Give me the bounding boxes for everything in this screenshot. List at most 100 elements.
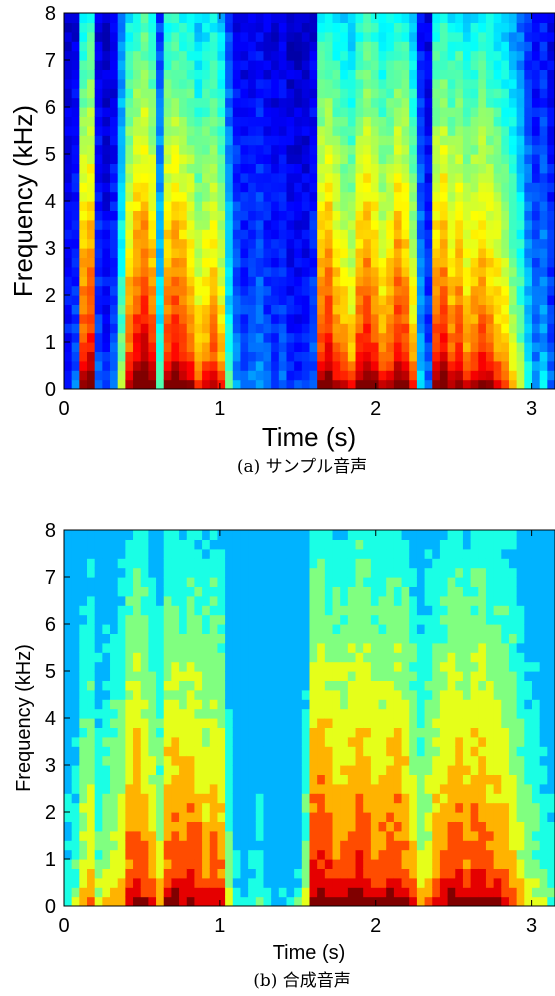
spectrogram-cell [501, 323, 510, 334]
spectrogram-cell [240, 97, 249, 108]
spectrogram-cell [347, 41, 357, 52]
spectrogram-cell [133, 558, 142, 569]
spectrogram-cell [194, 652, 203, 663]
spectrogram-cell [370, 370, 380, 381]
spectrogram-cell [140, 765, 149, 775]
spectrogram-cell [79, 125, 88, 136]
spectrogram-cell [432, 765, 441, 775]
spectrogram-cell [493, 830, 502, 841]
spectrogram-cell [470, 652, 479, 663]
spectrogram-cell [271, 144, 280, 155]
spectrogram-cell [202, 830, 211, 841]
spectrogram-cell [240, 558, 249, 569]
spectrogram-cell [439, 50, 449, 61]
spectrogram-cell [79, 257, 88, 268]
spectrogram-cell [508, 144, 518, 155]
spectrogram-cell [102, 821, 111, 832]
spectrogram-cell [317, 332, 326, 343]
spectrogram-cell [324, 708, 334, 719]
spectrogram-cell [485, 830, 495, 841]
spectrogram-cell [133, 154, 142, 164]
spectrogram-cell [240, 154, 249, 164]
spectrogram-cell [194, 144, 203, 155]
spectrogram-cell [547, 154, 555, 164]
spectrogram-cell [493, 107, 502, 117]
spectrogram-cell [87, 736, 96, 747]
spectrogram-cell [539, 182, 548, 193]
spectrogram-cell [416, 755, 426, 766]
spectrogram-cell [332, 285, 341, 296]
spectrogram-cell [110, 229, 119, 240]
spectrogram-cell [539, 163, 548, 174]
spectrogram-cell [516, 708, 525, 719]
spectrogram-cell [547, 88, 555, 99]
spectrogram-cell [347, 859, 357, 869]
spectrogram-cell [209, 530, 219, 540]
spectrogram-cell [501, 746, 510, 757]
spectrogram-cell [179, 689, 188, 700]
spectrogram-cell [171, 60, 180, 70]
spectrogram-cell [378, 332, 387, 343]
spectrogram-cell [393, 31, 403, 42]
spectrogram-cell [370, 539, 380, 550]
spectrogram-cell [217, 13, 226, 23]
spectrogram-cell [470, 530, 479, 540]
spectrogram-cell [271, 652, 280, 663]
y-tick-label: 5 [45, 144, 56, 166]
spectrogram-cell [547, 379, 555, 389]
spectrogram-cell [386, 633, 395, 644]
spectrogram-cell [409, 605, 418, 616]
spectrogram-cell [493, 116, 502, 127]
spectrogram-cell [409, 849, 418, 860]
spectrogram-cell [186, 163, 196, 174]
spectrogram-cell [225, 689, 234, 700]
spectrogram-cell [232, 859, 242, 869]
spectrogram-cell [324, 285, 334, 296]
spectrogram-cell [462, 652, 472, 663]
spectrogram-cell [225, 718, 234, 728]
spectrogram-cell [462, 295, 472, 305]
spectrogram-cell [501, 154, 510, 164]
spectrogram-cell [117, 774, 126, 785]
spectrogram-cell [102, 22, 111, 33]
spectrogram-cell [217, 783, 226, 794]
spectrogram-cell [248, 859, 257, 869]
spectrogram-cell [508, 699, 518, 710]
spectrogram-cell [324, 191, 334, 202]
spectrogram-cell [478, 50, 487, 61]
spectrogram-cell [133, 689, 142, 700]
spectrogram-cell [163, 31, 172, 42]
spectrogram-cell [263, 154, 272, 164]
spectrogram-cell [125, 614, 134, 625]
spectrogram-cell [309, 774, 318, 785]
spectrogram-cell [209, 765, 219, 775]
spectrogram-cell [478, 342, 487, 352]
spectrogram-cell [332, 896, 341, 906]
spectrogram-cell [217, 78, 226, 89]
spectrogram-cell [286, 821, 295, 832]
spectrogram-cell [547, 238, 555, 249]
spectrogram-cell [347, 746, 357, 757]
spectrogram-cell [516, 41, 525, 52]
spectrogram-cell [516, 172, 525, 183]
spectrogram-cell [432, 60, 441, 70]
spectrogram-cell [286, 13, 295, 23]
spectrogram-cell [217, 642, 226, 653]
spectrogram-cell [516, 163, 525, 174]
spectrogram-cell [278, 13, 288, 23]
spectrogram-cell [232, 680, 242, 691]
spectrogram-cell [340, 229, 349, 240]
spectrogram-cell [470, 548, 479, 559]
spectrogram-cell [232, 689, 242, 700]
spectrogram-cell [94, 163, 103, 174]
spectrogram-cell [455, 229, 464, 240]
spectrogram-cell [64, 586, 73, 597]
spectrogram-cell [470, 219, 479, 230]
spectrogram-cell [240, 332, 249, 343]
spectrogram-cell [409, 31, 418, 42]
spectrogram-cell [140, 793, 149, 804]
spectrogram-cell [301, 285, 311, 296]
spectrogram-cell [531, 295, 541, 305]
spectrogram-cell [202, 652, 211, 663]
spectrogram-cell [363, 868, 372, 879]
